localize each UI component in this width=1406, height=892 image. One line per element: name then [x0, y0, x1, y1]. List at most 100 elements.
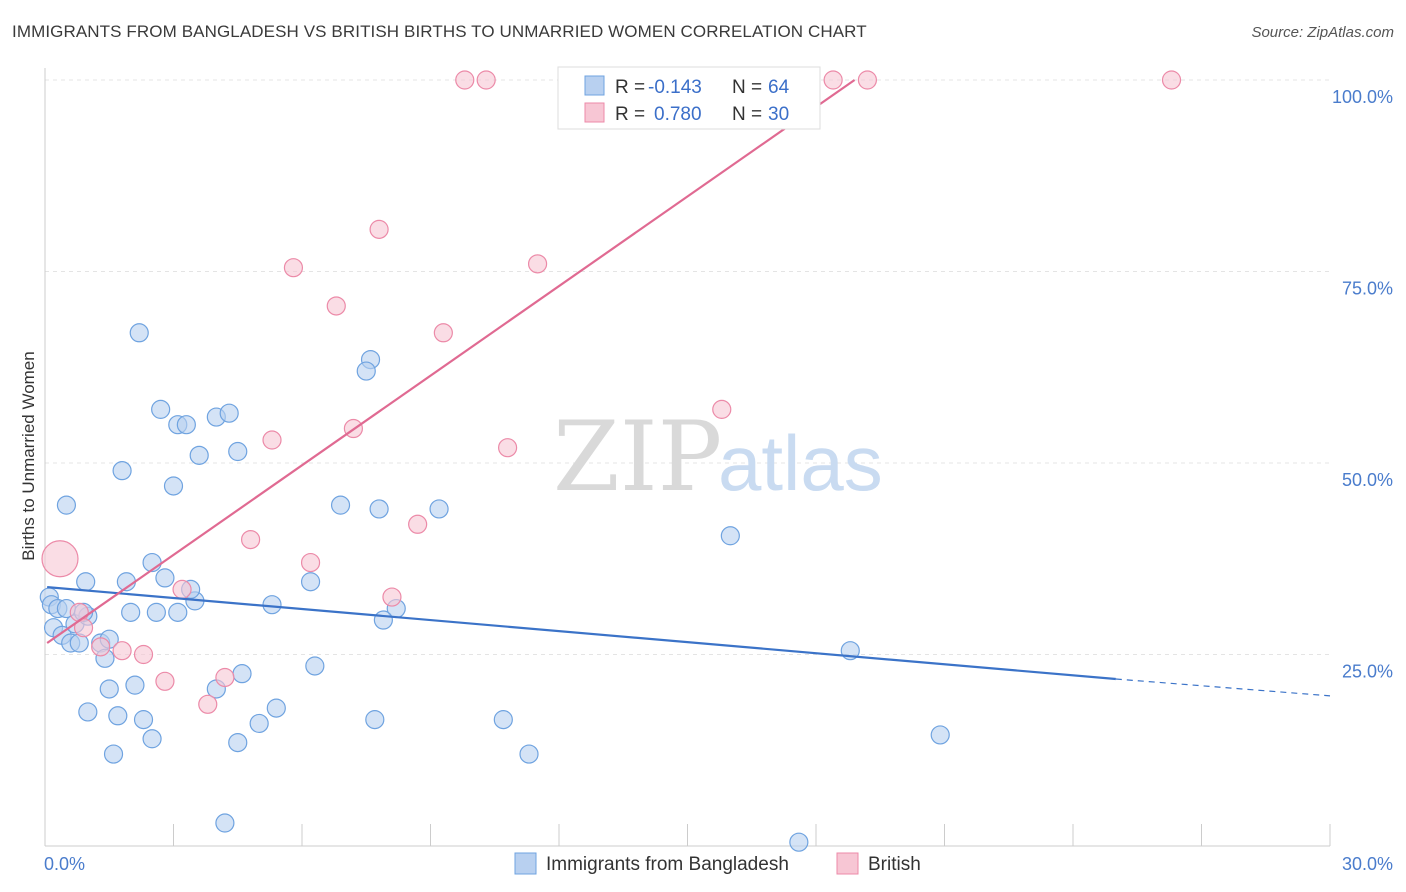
immigrants-point-22 [155, 568, 175, 588]
y-tick-label-1: 50.0% [1342, 470, 1393, 490]
legend-label-immigrants: Immigrants from Bangladesh [546, 854, 789, 875]
watermark-zip: ZIP [553, 401, 722, 513]
immigrants-point-29 [189, 445, 209, 465]
immigrants-point-53 [365, 710, 385, 730]
british-point-23 [527, 254, 548, 274]
immigrants-point-37 [133, 710, 154, 730]
british-point-27 [823, 70, 843, 90]
british-point-22 [498, 438, 518, 458]
series-legend: Immigrants from Bangladesh British [514, 852, 921, 875]
immigrants-point-39 [78, 702, 98, 722]
immigrants-point-51 [356, 361, 376, 381]
british-point-5 [133, 644, 154, 665]
british-point-0 [41, 540, 79, 578]
british-point-19 [433, 323, 453, 343]
british-point-3 [91, 637, 111, 657]
y-axis-label: Births to Unmarried Women [19, 351, 38, 560]
legend-r-label-2: R = [615, 104, 645, 125]
x-tick-label-0: 0.0% [44, 854, 85, 874]
immigrants-point-28 [168, 602, 188, 622]
immigrants-point-25 [176, 415, 196, 435]
immigrants-point-40 [103, 744, 124, 764]
immigrants-point-20 [121, 602, 141, 622]
british-point-14 [326, 296, 346, 316]
legend-n-label-2: N = [732, 104, 762, 125]
x-tick-label-1: 30.0% [1342, 854, 1393, 874]
immigrants-point-17 [129, 323, 149, 343]
legend-r-label-1: R = [615, 77, 645, 98]
british-point-21 [476, 70, 496, 90]
immigrants-point-47 [300, 572, 321, 592]
immigrants-point-38 [142, 729, 162, 749]
immigrants-point-44 [262, 595, 282, 615]
british-point-17 [382, 587, 402, 607]
immigrants-point-23 [163, 476, 184, 496]
legend-label-british: British [868, 854, 921, 875]
immigrants-point-14 [76, 572, 96, 592]
immigrants-point-35 [108, 706, 128, 726]
legend-swatch-blue [584, 75, 605, 96]
immigrants-point-43 [228, 732, 248, 753]
legend-swatch-pink [584, 102, 605, 123]
immigrants-point-42 [232, 664, 252, 684]
british-trend-line [46, 79, 856, 644]
british-point-26 [712, 399, 732, 419]
legend-r-value-2: 0.780 [654, 104, 702, 125]
immigrants-trend-extension [1115, 678, 1331, 697]
immigrants-point-55 [373, 610, 393, 630]
immigrants-point-34 [99, 679, 119, 699]
chart-source: Source: ZipAtlas.com [1251, 24, 1394, 41]
y-tick-label-3: 100.0% [1332, 87, 1393, 107]
immigrants-point-21 [146, 602, 166, 622]
british-point-8 [198, 694, 218, 714]
immigrants-point-57 [493, 710, 513, 730]
british-point-12 [283, 258, 304, 278]
correlation-legend: R = -0.143 N = 64 R = 0.780 N = 30 [557, 66, 821, 130]
british-point-20 [455, 70, 475, 90]
y-tick-label-0: 25.0% [1342, 662, 1393, 682]
immigrants-point-59 [720, 526, 740, 546]
british-point-10 [241, 529, 261, 550]
immigrants-point-63 [215, 813, 235, 833]
immigrants-point-62 [789, 832, 809, 852]
immigrants-point-32 [219, 403, 239, 423]
immigrants-trend-line [47, 585, 1116, 681]
y-tick-label-2: 75.0% [1342, 279, 1393, 299]
legend-n-value-1: 64 [768, 77, 790, 98]
x-tick-labels: 0.0% 30.0% [44, 854, 1393, 874]
british-point-13 [300, 552, 321, 573]
axes [44, 68, 1331, 847]
legend-swatch-immigrants [514, 852, 537, 875]
immigrants-point-15 [56, 495, 77, 515]
gridlines [45, 79, 1330, 655]
immigrants-point-16 [112, 461, 132, 481]
british-point-28 [857, 70, 878, 90]
immigrants-point-30 [151, 399, 171, 419]
series-immigrants-points [39, 323, 950, 852]
legend-n-label-1: N = [732, 77, 762, 98]
watermark: ZIP atlas [553, 401, 883, 513]
british-point-9 [215, 667, 235, 688]
legend-swatch-british [836, 852, 859, 875]
watermark-atlas: atlas [718, 419, 883, 507]
legend-n-value-2: 30 [768, 104, 789, 125]
immigrants-point-48 [305, 656, 325, 676]
british-point-6 [155, 671, 175, 691]
british-point-7 [172, 579, 192, 599]
immigrants-point-52 [369, 499, 389, 519]
chart-title: IMMIGRANTS FROM BANGLADESH VS BRITISH BI… [12, 22, 867, 41]
immigrants-point-46 [266, 698, 286, 718]
immigrants-point-61 [930, 725, 950, 745]
trend-lines [46, 79, 1331, 697]
british-point-29 [1161, 70, 1182, 90]
immigrants-point-45 [249, 713, 269, 734]
immigrants-point-33 [228, 441, 248, 462]
british-point-4 [112, 641, 132, 661]
immigrants-point-56 [429, 499, 449, 519]
immigrants-point-58 [519, 744, 539, 764]
y-tick-labels: 25.0% 50.0% 75.0% 100.0% [1332, 87, 1393, 682]
british-point-18 [408, 514, 428, 534]
british-point-11 [262, 430, 282, 450]
series-british-points [41, 70, 1182, 714]
